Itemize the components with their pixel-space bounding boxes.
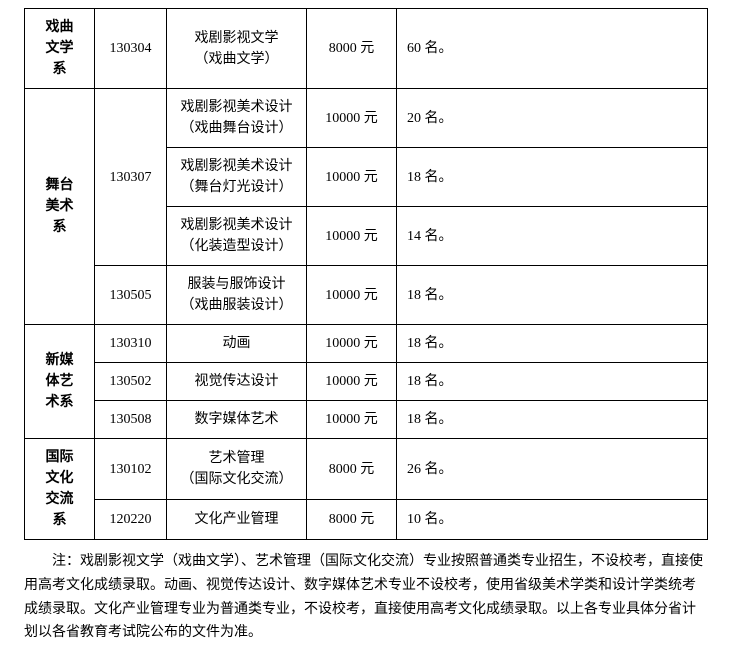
major-name-cell: 艺术管理（国际文化交流） (167, 439, 307, 500)
quota-cell: 14 名。 (397, 207, 708, 266)
major-code-cell: 130102 (95, 439, 167, 500)
footnote: 注：戏剧影视文学（戏曲文学）、艺术管理（国际文化交流）专业按照普通类专业招生，不… (24, 550, 708, 645)
major-code-cell: 130307 (95, 89, 167, 266)
department-cell: 新媒体艺术系 (25, 325, 95, 439)
quota-cell: 20 名。 (397, 89, 708, 148)
tuition-fee-cell: 10000 元 (307, 363, 397, 401)
quota-cell: 10 名。 (397, 500, 708, 540)
major-name-cell: 动画 (167, 325, 307, 363)
admissions-table: 戏曲文学系130304戏剧影视文学（戏曲文学）8000 元60 名。舞台美术系1… (24, 8, 708, 540)
major-code-cell: 130304 (95, 9, 167, 89)
major-code-cell: 130508 (95, 401, 167, 439)
table-row: 国际文化交流系130102艺术管理（国际文化交流）8000 元26 名。 (25, 439, 708, 500)
quota-cell: 26 名。 (397, 439, 708, 500)
major-name-cell: 视觉传达设计 (167, 363, 307, 401)
major-name-cell: 戏剧影视文学（戏曲文学） (167, 9, 307, 89)
department-cell: 戏曲文学系 (25, 9, 95, 89)
major-name-cell: 服装与服饰设计（戏曲服装设计） (167, 266, 307, 325)
tuition-fee-cell: 10000 元 (307, 207, 397, 266)
major-code-cell: 130502 (95, 363, 167, 401)
tuition-fee-cell: 10000 元 (307, 401, 397, 439)
major-code-cell: 130310 (95, 325, 167, 363)
quota-cell: 18 名。 (397, 266, 708, 325)
major-name-cell: 戏剧影视美术设计（化装造型设计） (167, 207, 307, 266)
department-cell: 舞台美术系 (25, 89, 95, 325)
major-name-cell: 戏剧影视美术设计（戏曲舞台设计） (167, 89, 307, 148)
tuition-fee-cell: 10000 元 (307, 89, 397, 148)
table-row: 130508数字媒体艺术10000 元18 名。 (25, 401, 708, 439)
major-name-cell: 文化产业管理 (167, 500, 307, 540)
table-row: 120220文化产业管理8000 元10 名。 (25, 500, 708, 540)
tuition-fee-cell: 10000 元 (307, 266, 397, 325)
major-code-cell: 130505 (95, 266, 167, 325)
quota-cell: 18 名。 (397, 401, 708, 439)
quota-cell: 18 名。 (397, 148, 708, 207)
table-row: 戏曲文学系130304戏剧影视文学（戏曲文学）8000 元60 名。 (25, 9, 708, 89)
table-row: 新媒体艺术系130310动画10000 元18 名。 (25, 325, 708, 363)
quota-cell: 18 名。 (397, 325, 708, 363)
major-name-cell: 戏剧影视美术设计（舞台灯光设计） (167, 148, 307, 207)
table-row: 130502视觉传达设计10000 元18 名。 (25, 363, 708, 401)
table-row: 舞台美术系130307戏剧影视美术设计（戏曲舞台设计）10000 元20 名。 (25, 89, 708, 148)
quota-cell: 18 名。 (397, 363, 708, 401)
tuition-fee-cell: 10000 元 (307, 148, 397, 207)
tuition-fee-cell: 10000 元 (307, 325, 397, 363)
tuition-fee-cell: 8000 元 (307, 9, 397, 89)
quota-cell: 60 名。 (397, 9, 708, 89)
major-name-cell: 数字媒体艺术 (167, 401, 307, 439)
tuition-fee-cell: 8000 元 (307, 500, 397, 540)
major-code-cell: 120220 (95, 500, 167, 540)
tuition-fee-cell: 8000 元 (307, 439, 397, 500)
table-row: 130505服装与服饰设计（戏曲服装设计）10000 元18 名。 (25, 266, 708, 325)
department-cell: 国际文化交流系 (25, 439, 95, 540)
